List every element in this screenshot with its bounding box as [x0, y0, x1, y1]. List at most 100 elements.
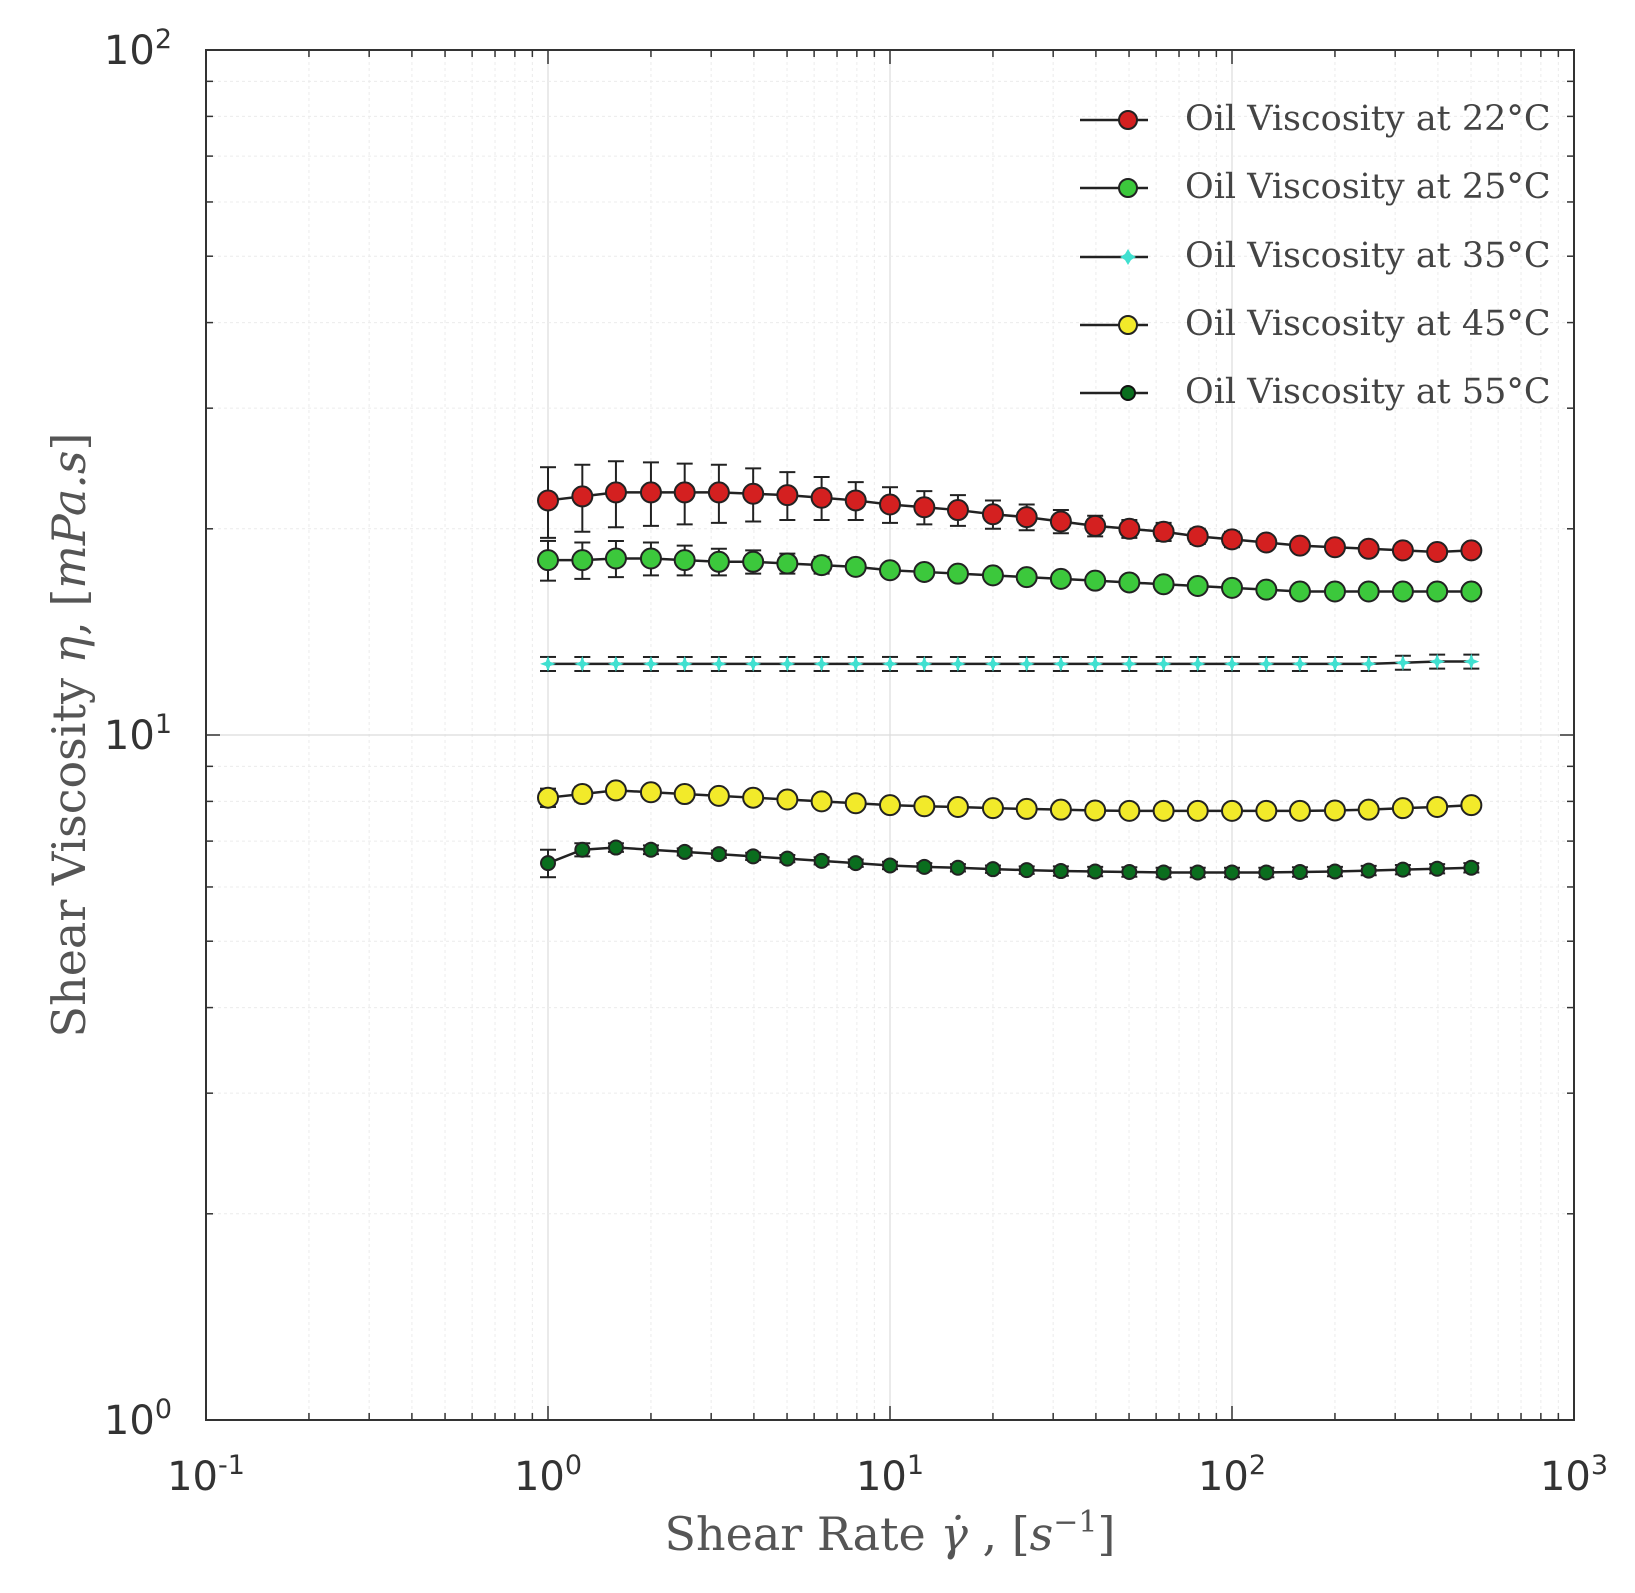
data-point [1429, 860, 1446, 877]
data-point [1426, 580, 1449, 603]
data-point [813, 655, 830, 672]
data-point [707, 550, 730, 573]
data-point [1360, 655, 1377, 672]
data-point [779, 655, 796, 672]
data-point [1288, 534, 1311, 557]
legend-label: Oil Viscosity at 55°C [1185, 372, 1551, 412]
x-tick-label: 102 [1198, 1450, 1266, 1500]
legend-marker [1118, 178, 1138, 198]
legend-entry-22c: Oil Viscosity at 22°C [1080, 99, 1551, 139]
data-point [1258, 655, 1275, 672]
data-point [879, 493, 901, 516]
data-point [571, 485, 594, 508]
data-point [1152, 573, 1175, 596]
data-point [1460, 580, 1483, 603]
data-point [710, 655, 727, 672]
data-point [540, 655, 556, 672]
data-point [710, 846, 727, 863]
data-point [571, 783, 594, 806]
data-point [984, 861, 1001, 878]
data-point [1258, 864, 1275, 881]
data-point [879, 559, 901, 582]
data-point [540, 855, 556, 872]
data-point [643, 655, 659, 672]
data-point [745, 848, 762, 865]
data-point [913, 795, 936, 818]
data-point [1087, 863, 1104, 880]
data-point [981, 797, 1004, 820]
data-point [676, 843, 693, 860]
data-point [1118, 517, 1141, 540]
data-point [1255, 578, 1278, 601]
data-point [1391, 797, 1414, 820]
data-point [1394, 861, 1411, 878]
data-point [981, 503, 1004, 526]
data-point [1463, 859, 1480, 876]
data-point [639, 547, 662, 570]
data-point [847, 855, 864, 872]
data-point [1357, 580, 1380, 603]
data-point [745, 655, 762, 672]
data-point [779, 850, 796, 867]
data-point [810, 554, 833, 577]
grid [206, 50, 1574, 1420]
data-point [1224, 864, 1240, 881]
data-point [1255, 799, 1278, 822]
legend-label: Oil Viscosity at 35°C [1185, 236, 1551, 276]
data-point [1291, 655, 1308, 672]
data-point [981, 564, 1004, 587]
data-point [847, 655, 864, 672]
series-line [547, 491, 1472, 554]
legend-marker [1118, 315, 1138, 335]
data-point [1049, 510, 1072, 533]
data-point [1084, 569, 1107, 592]
data-point [1152, 520, 1175, 543]
legend: Oil Viscosity at 22°C Oil Viscosity at 2… [1080, 99, 1551, 412]
data-point [1221, 528, 1243, 551]
series-3 [537, 779, 1483, 822]
data-point [985, 655, 1001, 672]
data-point [1186, 525, 1209, 548]
x-tick-label: 103 [1540, 1450, 1608, 1500]
data-point [949, 859, 966, 876]
series-0 [537, 460, 1483, 563]
data-point [571, 549, 594, 572]
data-point [1018, 862, 1035, 879]
data-point [639, 481, 662, 504]
data-point [1460, 794, 1483, 817]
data-point [1391, 580, 1414, 603]
data-point [813, 852, 830, 869]
data-point [1049, 798, 1072, 821]
data-point [673, 549, 696, 572]
data-point [537, 786, 559, 809]
data-point [574, 655, 591, 672]
data-point [1155, 655, 1172, 672]
data-point [1357, 798, 1380, 821]
data-point [742, 786, 765, 809]
series-line [547, 789, 1472, 813]
data-point [639, 781, 662, 804]
data-point [1460, 539, 1483, 562]
data-point [1084, 514, 1107, 537]
legend-entry-45c: Oil Viscosity at 45°C [1080, 304, 1551, 344]
data-point [1224, 655, 1240, 672]
data-point [946, 796, 969, 819]
data-point [537, 549, 559, 572]
data-point [1288, 580, 1311, 603]
data-point [1015, 506, 1038, 529]
data-point [1118, 799, 1141, 822]
data-point [1323, 536, 1346, 559]
data-point [537, 489, 559, 512]
data-point [642, 841, 659, 858]
data-point [913, 560, 936, 583]
x-tick-label: 10-1 [167, 1450, 245, 1500]
data-point [1189, 655, 1206, 672]
data-point [673, 481, 696, 504]
data-point [1015, 797, 1038, 820]
data-point [1394, 654, 1411, 671]
data-point [1018, 655, 1035, 672]
data-point [676, 655, 693, 672]
data-point [1429, 653, 1446, 670]
x-tick-label: 101 [856, 1450, 924, 1500]
data-point [1121, 863, 1138, 880]
